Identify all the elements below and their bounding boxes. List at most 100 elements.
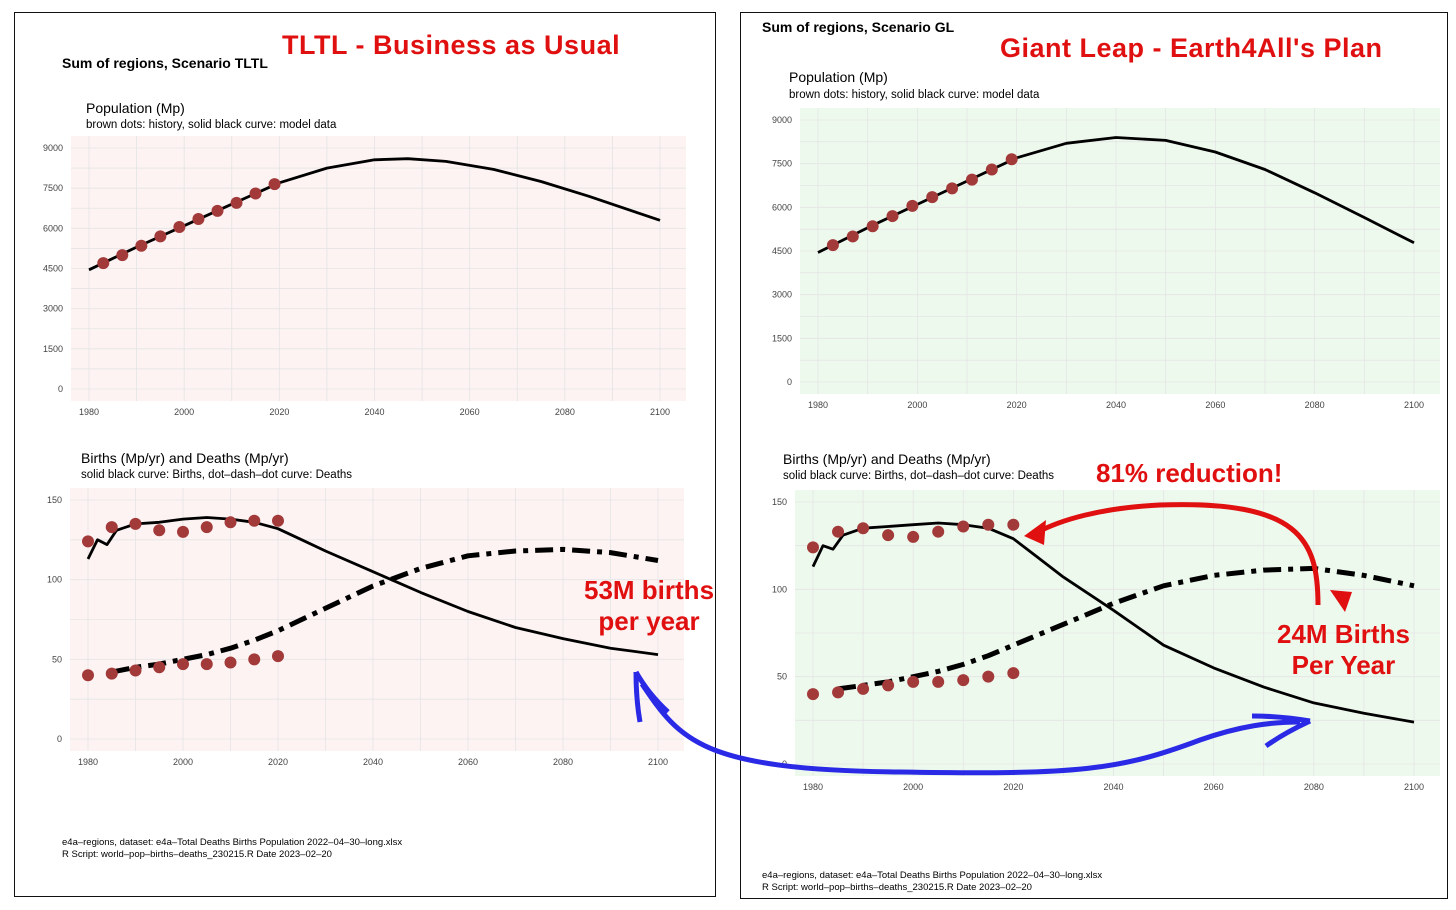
x-tick-label: 2080 [553,757,573,767]
data-point [982,518,995,531]
x-tick-label: 2040 [364,407,384,417]
x-tick-label: 2100 [648,757,668,767]
x-tick-label: 2020 [269,407,289,417]
data-point [230,196,243,209]
x-tick-label: 1980 [79,407,99,417]
x-tick-label: 2020 [268,757,288,767]
footer-gl: e4a–regions, dataset: e4a–Total Deaths B… [762,870,1102,894]
y-tick-label: 3000 [43,304,63,314]
data-point [153,661,166,674]
chart-title-tltl-population: Population (Mp) [86,100,185,116]
x-tick-label: 2000 [903,782,923,792]
annotation-reduction: 81% reduction! [1096,458,1283,488]
x-tick-label: 2100 [650,407,670,417]
chart-gl-population: 0 1500 3000 4500 6000 7500 9000 1980 2000 2020 204… [772,108,1440,410]
x-tick-label: 2060 [460,407,480,417]
panel-heading-gl: Sum of regions, Scenario GL [762,19,955,35]
data-point [882,529,895,542]
footer-tltl: e4a–regions, dataset: e4a–Total Deaths B… [62,837,402,861]
data-point [82,669,94,682]
y-tick-label: 3000 [772,290,792,300]
data-point [177,525,189,538]
data-point [211,204,224,217]
data-point [272,514,284,527]
banner-gl: Giant Leap - Earth4All's Plan [1000,33,1383,63]
y-tick-label: 9000 [772,115,792,125]
x-tick-label: 2000 [907,400,927,410]
data-point [97,257,110,270]
data-point [965,173,978,186]
data-point [154,230,167,243]
data-point [192,212,205,225]
x-tick-label: 2100 [1404,782,1424,792]
y-tick-label: 0 [782,759,787,769]
footer-line-script: R Script: world–pop–births–deaths_230215… [62,849,332,860]
data-point [1007,518,1020,531]
y-tick-label: 150 [47,495,62,505]
history-dots [82,650,284,682]
chart-tltl-births-deaths: 0 50 100 150 1980 2000 2020 2040 2060 2080 2100 [47,488,684,767]
grid-lines [800,108,1440,394]
model-line [88,157,661,272]
x-tick-label: 1980 [78,757,98,767]
y-tick-label: 150 [772,497,787,507]
data-point [857,682,870,695]
data-point [268,178,281,191]
data-point [177,658,189,671]
data-point [832,525,845,538]
data-point [985,163,998,176]
chart-subtitle-tltl-births-deaths: solid black curve: Births, dot–dash–dot … [81,469,353,481]
x-tick-label: 2060 [458,757,478,767]
x-tick-label: 2080 [1304,782,1324,792]
chart-subtitle-gl-births-deaths: solid black curve: Births, dot–dash–dot … [783,470,1055,482]
history-dots [807,518,1020,554]
data-point [886,210,899,223]
x-tick-label: 2100 [1404,400,1424,410]
data-point [857,522,870,535]
y-tick-label: 50 [777,672,787,682]
data-point [272,650,284,663]
footer-line-dataset: e4a–regions, dataset: e4a–Total Deaths B… [62,837,403,848]
x-tick-label: 2060 [1204,782,1224,792]
chart-tltl-population: 0 1500 3000 4500 6000 7500 9000 1980 2000 2020 204… [43,136,686,417]
data-point [224,656,237,669]
y-tick-label: 6000 [772,202,792,212]
data-point [932,675,945,688]
x-tick-label: 2080 [555,407,575,417]
data-point [807,688,819,701]
data-point [105,667,118,680]
data-point [866,220,879,233]
chart-title-gl-births-deaths: Births (Mp/yr) and Deaths (Mp/yr) [783,451,991,467]
chart-title-tltl-births-deaths: Births (Mp/yr) and Deaths (Mp/yr) [81,450,289,466]
annotation-gl-births: 24M Births Per Year [1277,619,1410,680]
data-point [248,514,261,527]
y-tick-label: 50 [52,654,62,664]
data-point [807,541,819,554]
chart-subtitle-gl-population: brown dots: history, solid black curve: … [789,89,1040,101]
deaths-line [111,546,659,675]
x-tick-label: 2000 [173,757,193,767]
y-tick-label: 100 [772,584,787,594]
data-point [200,658,213,671]
y-tick-label: 1500 [43,344,63,354]
y-tick-label: 100 [47,575,62,585]
y-tick-label: 0 [787,377,792,387]
data-point [957,674,970,687]
y-tick-label: 9000 [43,143,63,153]
y-tick-label: 7500 [43,183,63,193]
history-dots [97,178,281,270]
y-tick-label: 1500 [772,333,792,343]
model-line [86,516,659,656]
x-tick-label: 2040 [1103,782,1123,792]
history-dots [82,514,284,548]
data-point [932,525,945,538]
x-tick-label: 2040 [363,757,383,767]
x-tick-label: 2080 [1305,400,1325,410]
y-tick-label: 4500 [772,246,792,256]
data-point [82,535,94,548]
x-tick-label: 1980 [803,782,823,792]
y-tick-label: 7500 [772,159,792,169]
data-point [907,675,920,688]
data-point [982,670,995,683]
grid-lines [70,488,684,751]
